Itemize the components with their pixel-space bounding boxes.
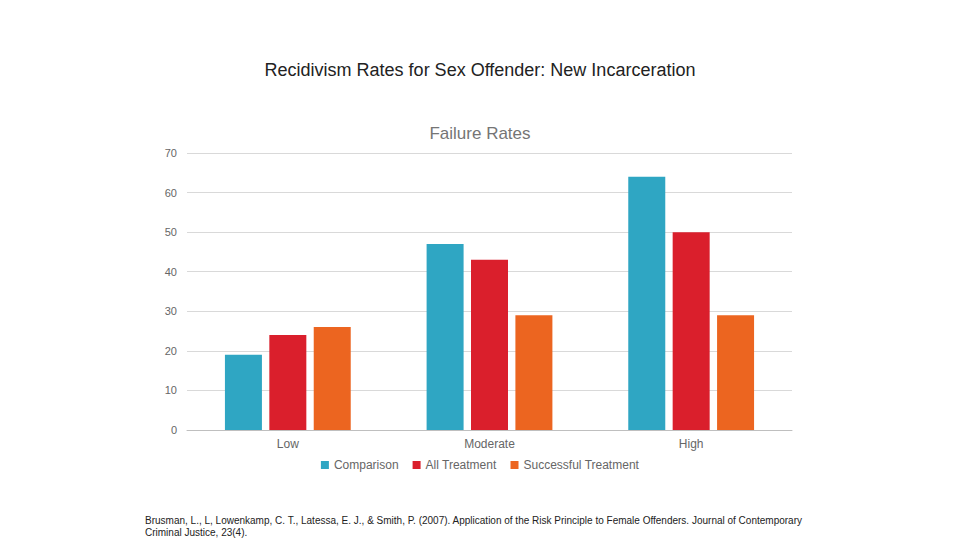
svg-text:70: 70 — [165, 147, 177, 159]
svg-text:Low: Low — [277, 437, 299, 451]
svg-text:Brusman, L., L, Lowenkamp, C.: Brusman, L., L, Lowenkamp, C. T., Latess… — [145, 515, 805, 526]
svg-text:Successful Treatment: Successful Treatment — [524, 458, 640, 472]
svg-text:20: 20 — [165, 345, 177, 357]
svg-text:40: 40 — [165, 266, 177, 278]
svg-text:50: 50 — [165, 226, 177, 238]
svg-text:10: 10 — [165, 384, 177, 396]
svg-text:0: 0 — [171, 424, 177, 436]
svg-text:Recidivism Rates for Sex Offen: Recidivism Rates for Sex Offender: New I… — [265, 60, 696, 80]
svg-text:Comparison: Comparison — [334, 458, 399, 472]
svg-text:Failure Rates: Failure Rates — [429, 124, 530, 143]
svg-text:60: 60 — [165, 187, 177, 199]
svg-text:All Treatment: All Treatment — [426, 458, 497, 472]
svg-text:Moderate: Moderate — [464, 437, 515, 451]
svg-text:Criminal Justice, 23(4).: Criminal Justice, 23(4). — [145, 527, 247, 538]
svg-text:30: 30 — [165, 305, 177, 317]
svg-text:High: High — [679, 437, 704, 451]
